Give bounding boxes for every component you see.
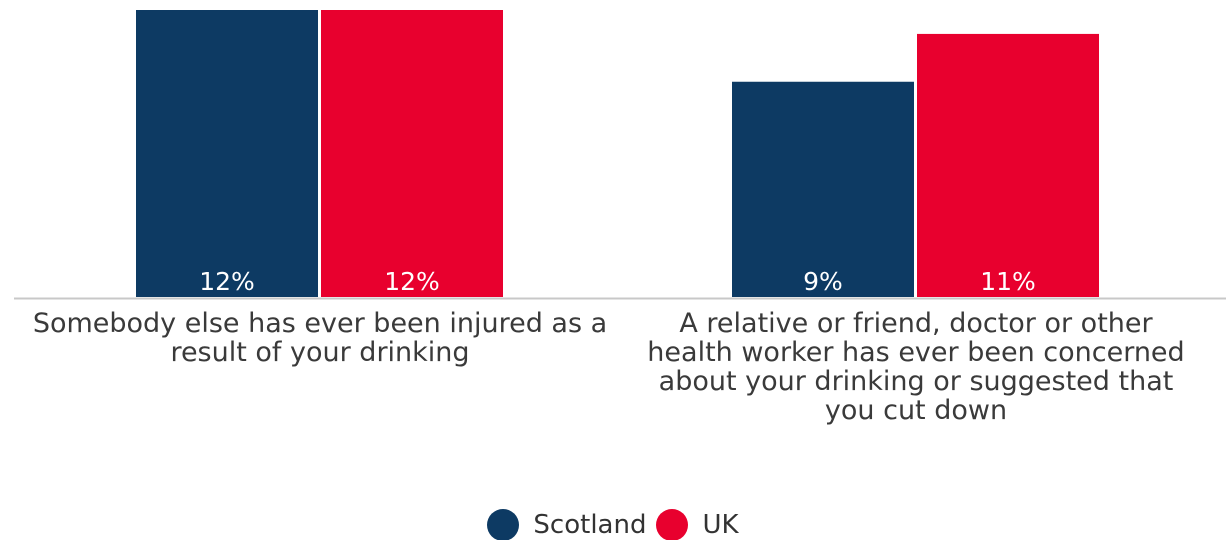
bars-layer (136, 10, 1099, 298)
legend-swatch-scotland (487, 509, 520, 540)
bar-scotland-0 (136, 10, 318, 297)
bar-scotland-1 (732, 81, 914, 297)
legend-label-uk: UK (702, 510, 739, 540)
category-label-1: A relative or friend, doctor or other he… (647, 308, 1185, 426)
data-label-scotland-1: 9% (803, 267, 843, 296)
value-labels-layer: 12% 12% 9% 11% (199, 267, 1036, 296)
legend-item-scotland: Scotland (487, 509, 646, 540)
data-label-scotland-0: 12% (199, 267, 255, 296)
category-label-0: Somebody else has ever been injured as a… (32, 308, 608, 368)
legend-swatch-uk (656, 509, 689, 540)
bar-uk-0 (321, 10, 503, 297)
legend-label-scotland: Scotland (533, 510, 647, 540)
data-label-uk-1: 11% (980, 267, 1036, 296)
bar-uk-1 (917, 33, 1099, 298)
legend: Scotland UK (0, 508, 1226, 540)
plot-area: 12% 12% 9% 11% (14, 10, 1226, 300)
data-label-uk-0: 12% (384, 267, 440, 296)
legend-item-uk: UK (656, 509, 739, 540)
